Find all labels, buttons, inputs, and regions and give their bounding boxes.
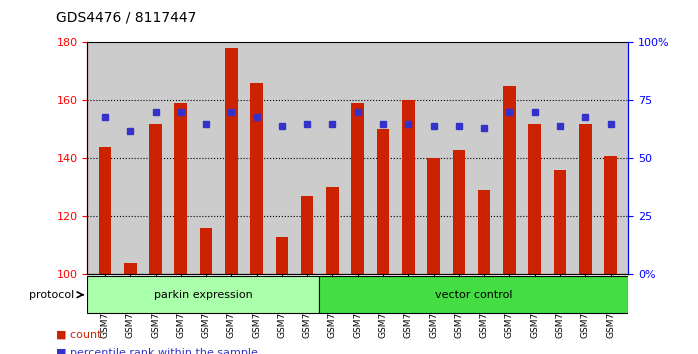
Text: protocol: protocol xyxy=(29,290,75,300)
Bar xyxy=(225,48,237,274)
Bar xyxy=(351,103,364,274)
Bar xyxy=(377,130,389,274)
Bar xyxy=(251,83,263,274)
Text: ■ percentile rank within the sample: ■ percentile rank within the sample xyxy=(56,348,258,354)
Bar xyxy=(402,101,415,274)
Bar xyxy=(174,103,187,274)
Bar xyxy=(200,228,212,274)
Bar xyxy=(427,159,440,274)
Bar xyxy=(604,155,617,274)
FancyBboxPatch shape xyxy=(87,276,319,313)
Bar xyxy=(452,150,465,274)
Text: parkin expression: parkin expression xyxy=(154,290,253,300)
Bar xyxy=(124,263,137,274)
Bar xyxy=(276,237,288,274)
Text: vector control: vector control xyxy=(435,290,512,300)
FancyBboxPatch shape xyxy=(319,276,628,313)
Bar xyxy=(503,86,516,274)
Bar xyxy=(301,196,313,274)
Bar xyxy=(554,170,566,274)
Text: GDS4476 / 8117447: GDS4476 / 8117447 xyxy=(56,11,196,25)
Bar xyxy=(579,124,591,274)
Bar xyxy=(149,124,162,274)
Bar xyxy=(98,147,111,274)
Bar xyxy=(478,190,491,274)
Bar xyxy=(528,124,541,274)
Bar xyxy=(326,188,339,274)
Text: ■ count: ■ count xyxy=(56,330,101,340)
